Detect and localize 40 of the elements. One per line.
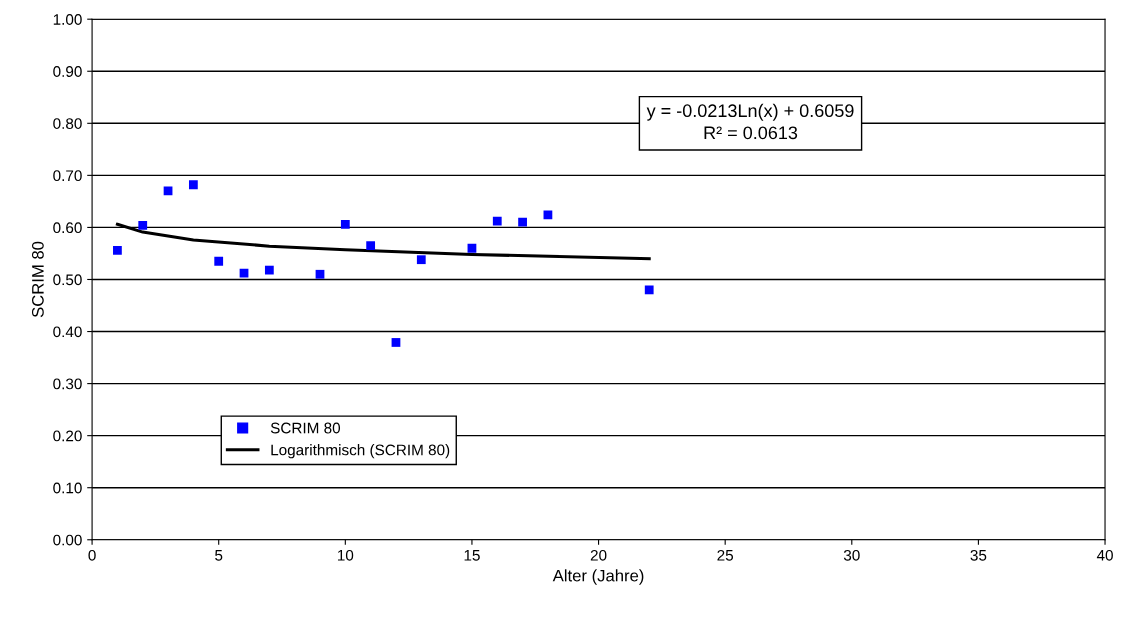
y-tick-label: 1.00 (53, 14, 82, 25)
y-tick-label: 0.40 (53, 326, 82, 338)
x-tick-label: 30 (843, 549, 860, 561)
point (391, 338, 401, 347)
point (113, 245, 122, 255)
point (644, 285, 654, 295)
point (239, 268, 249, 278)
y-axis-title: SCRIM 80 (31, 241, 44, 318)
x-tick-label: 25 (717, 549, 734, 561)
y-tick-label: 0.50 (53, 274, 82, 286)
y-tick-label: 0.70 (53, 170, 82, 182)
point (492, 216, 502, 226)
point (315, 269, 325, 279)
y-tick-label: 0.20 (53, 430, 82, 442)
x-axis-title: Alter (Jahre) (552, 569, 644, 585)
x-tick-label: 0 (88, 549, 96, 561)
point (467, 243, 477, 253)
point (138, 220, 148, 230)
point (366, 241, 376, 251)
y-tick-label: 0.80 (53, 118, 82, 129)
point (340, 219, 350, 229)
x-tick-label: 10 (337, 549, 354, 561)
annotation: y = -0.0213Ln(x) + 0.6059 R² = 0.0613 (646, 103, 854, 140)
y-tick-label: 0.90 (53, 66, 82, 77)
legend-label: Logarithmisch (SCRIM 80) (271, 444, 450, 459)
y-tick-label: 0.10 (53, 482, 82, 494)
y-tick-label: 0.00 (53, 534, 82, 546)
y-tick-label: 0.60 (53, 222, 82, 234)
x-tick-label: 5 (215, 550, 223, 561)
y-tick-label: 0.30 (53, 378, 82, 390)
legend-label: SCRIM 80 (270, 422, 341, 434)
x-tick-label: 40 (1096, 549, 1113, 561)
x-tick-label: 15 (464, 550, 480, 561)
point (416, 255, 426, 265)
x-tick-label: 35 (970, 549, 987, 561)
x-tick-label: 20 (590, 549, 607, 561)
point (214, 256, 224, 266)
point (264, 265, 274, 275)
point (518, 217, 527, 227)
point (188, 180, 198, 190)
